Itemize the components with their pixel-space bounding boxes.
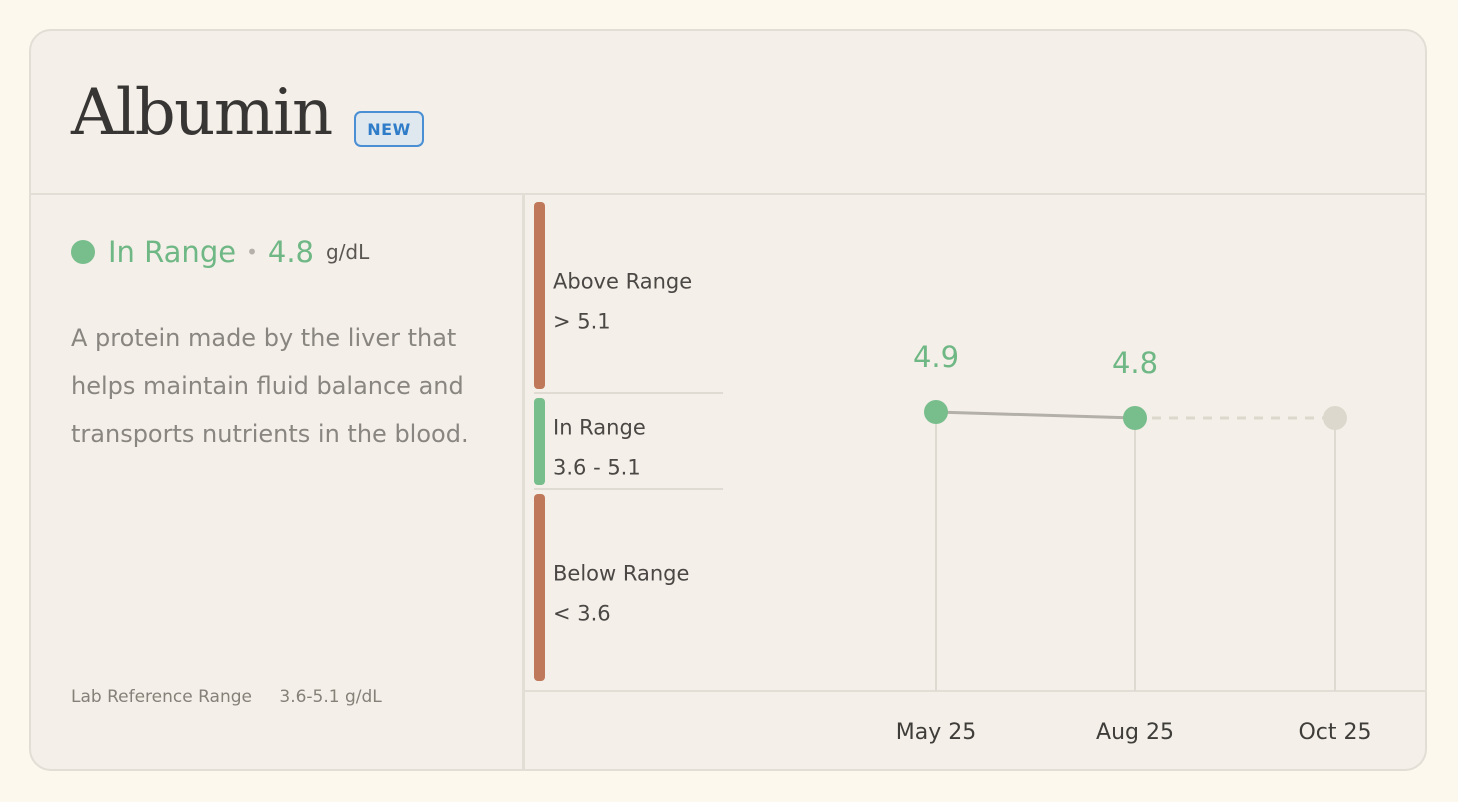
status-line: In Range • 4.8 g/dL <box>71 235 369 269</box>
x-tick-label: Aug 25 <box>1096 720 1174 745</box>
current-unit: g/dL <box>326 240 370 264</box>
status-dot-icon <box>71 240 95 264</box>
current-value: 4.8 <box>267 235 314 269</box>
band-name-in-range: In Range <box>553 416 646 440</box>
x-tick-label: May 25 <box>896 720 976 745</box>
albumin-card: Albumin NEW In Range • 4.8 g/dL A protei… <box>29 29 1427 771</box>
biomarker-description: A protein made by the liver that helps m… <box>71 324 469 448</box>
band-range-above-range: > 5.1 <box>553 310 611 334</box>
history-chart: Above Range > 5.1 In Range 3.6 - 5.1 Below R… <box>525 193 1425 769</box>
data-label: 4.9 <box>913 340 959 374</box>
band-bar-below-range <box>534 494 545 681</box>
future-point <box>1323 406 1347 430</box>
trend-line <box>935 410 1136 420</box>
data-label: 4.8 <box>1112 346 1158 380</box>
band-range-below-range: < 3.6 <box>553 602 611 626</box>
history-chart-svg: Above Range > 5.1 In Range 3.6 - 5.1 Below R… <box>525 202 1425 745</box>
new-badge: NEW <box>354 111 424 147</box>
band-bar-above-range <box>534 202 545 389</box>
status-separator: • <box>246 240 258 264</box>
reference-range: Lab Reference Range 3.6-5.1 g/dL <box>71 687 382 707</box>
status-label: In Range <box>108 235 237 269</box>
x-tick-label: Oct 25 <box>1298 720 1371 745</box>
band-name-above-range: Above Range <box>553 270 692 294</box>
summary-panel: In Range • 4.8 g/dL A protein made by th… <box>31 193 525 769</box>
band-bar-in-range <box>534 398 545 485</box>
band-name-below-range: Below Range <box>553 562 689 586</box>
page-title: Albumin <box>71 76 333 150</box>
band-range-in-range: 3.6 - 5.1 <box>553 456 641 480</box>
reference-label: Lab Reference Range <box>71 687 252 707</box>
data-point <box>924 400 948 424</box>
reference-value: 3.6-5.1 g/dL <box>279 687 382 707</box>
card-header: Albumin NEW <box>31 31 1425 195</box>
data-point <box>1123 406 1147 430</box>
